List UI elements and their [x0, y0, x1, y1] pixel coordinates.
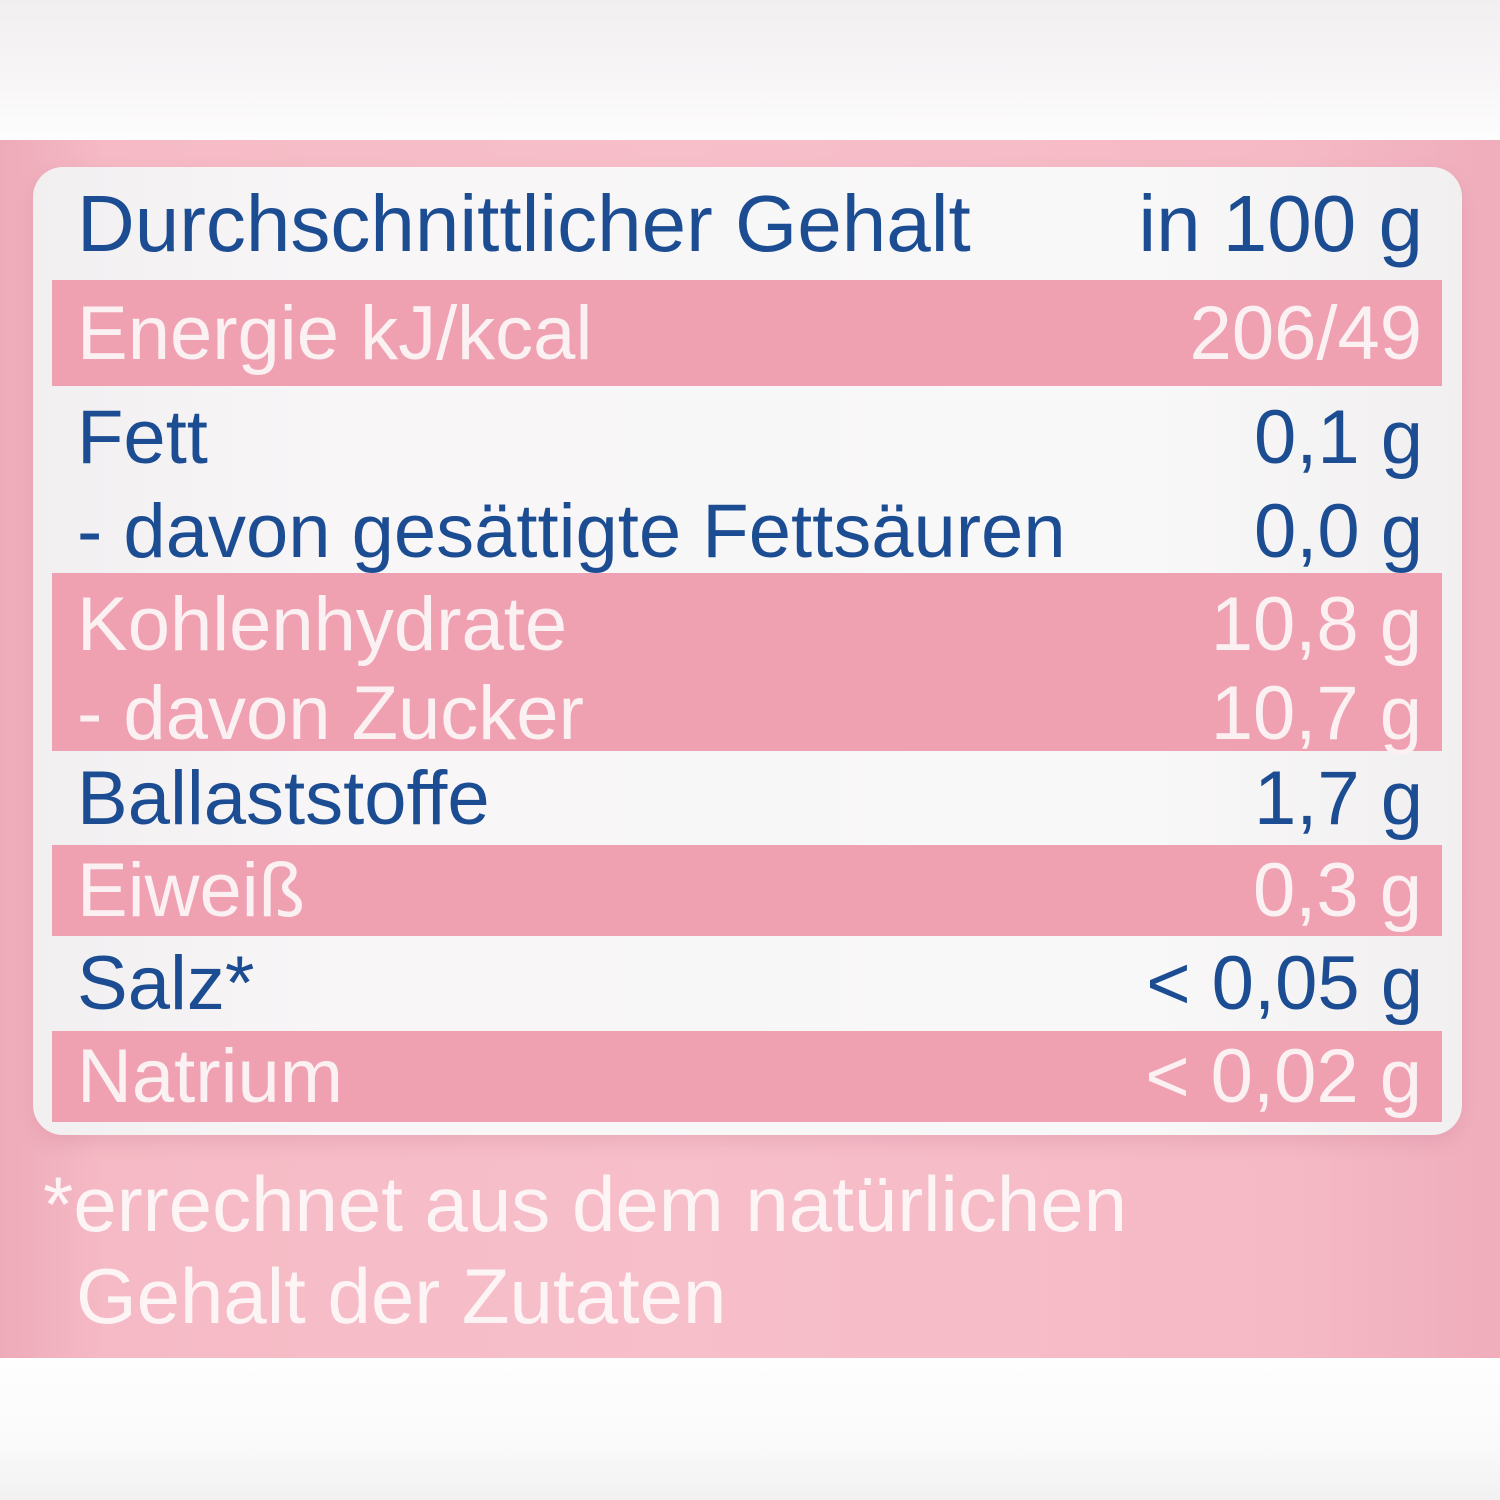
row-value: 10,8 g: [1210, 581, 1422, 667]
row-label: Eiweiß: [77, 848, 306, 933]
row-value: 10,7 g: [1210, 670, 1422, 756]
row-value: 1,7 g: [1253, 755, 1423, 841]
table-header-label: Durchschnittlicher Gehalt: [77, 178, 971, 268]
background-bottom-band: [0, 1358, 1500, 1500]
row-label: - davon Zucker: [77, 670, 584, 756]
row-value: 0,3 g: [1252, 848, 1422, 933]
row-value: < 0,02 g: [1145, 1034, 1422, 1119]
table-row-energie: Energie kJ/kcal 206/49: [52, 280, 1442, 386]
row-label: Fett: [77, 395, 208, 480]
row-label: Salz*: [77, 941, 255, 1026]
table-row-kohlenhydrate: Kohlenhydrate 10,8 g: [52, 573, 1442, 675]
row-label: Kohlenhydrate: [77, 581, 568, 667]
row-value: < 0,05 g: [1146, 941, 1423, 1026]
row-value: 206/49: [1189, 290, 1422, 376]
table-row-gesaettigte-fettsaeuren: - davon gesättigte Fettsäuren 0,0 g: [33, 488, 1462, 574]
row-label: Ballaststoffe: [77, 755, 490, 841]
row-label: - davon gesättigte Fettsäuren: [77, 488, 1066, 574]
table-row-natrium: Natrium < 0,02 g: [52, 1031, 1442, 1122]
nutrition-table-panel: Durchschnittlicher Gehalt in 100 g Energ…: [33, 167, 1462, 1135]
table-header-unit: in 100 g: [1138, 178, 1423, 268]
row-value: 0,1 g: [1253, 395, 1423, 480]
table-row-eiweiss: Eiweiß 0,3 g: [52, 845, 1442, 936]
table-header-row: Durchschnittlicher Gehalt in 100 g: [33, 167, 1462, 280]
row-label: Natrium: [77, 1034, 344, 1119]
table-row-fett: Fett 0,1 g: [33, 386, 1462, 489]
table-row-ballaststoffe: Ballaststoffe 1,7 g: [33, 751, 1462, 845]
row-label: Energie kJ/kcal: [77, 290, 593, 376]
footnote: *errechnet aus dem natürlichen Gehalt de…: [43, 1158, 1127, 1342]
footnote-line-1: *errechnet aus dem natürlichen: [43, 1160, 1127, 1248]
background-top-band: [0, 0, 1500, 140]
row-value: 0,0 g: [1253, 488, 1423, 574]
table-row-salz: Salz* < 0,05 g: [33, 936, 1462, 1031]
footnote-line-2: Gehalt der Zutaten: [76, 1252, 727, 1340]
table-row-davon-zucker: - davon Zucker 10,7 g: [52, 671, 1442, 756]
